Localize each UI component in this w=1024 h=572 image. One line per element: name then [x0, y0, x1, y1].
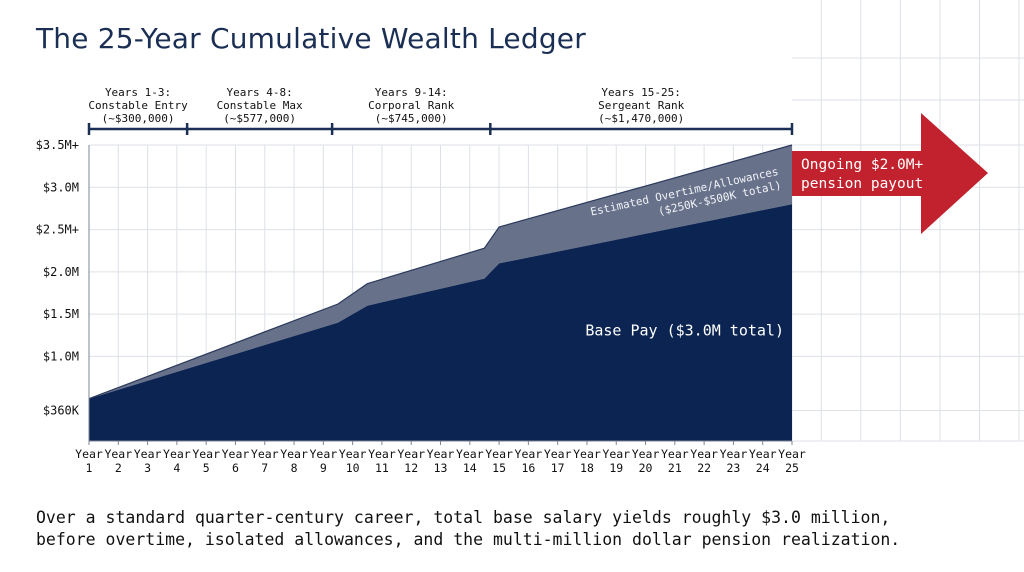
caption: Over a standard quarter-century career, … [36, 507, 996, 551]
y-tick-label: $1.5M [43, 307, 79, 321]
y-tick-label: $3.0M [43, 180, 79, 194]
phase-label-line: Constable Max [217, 99, 303, 112]
x-tick-label: Year [251, 447, 279, 461]
x-tick-label: Year [720, 447, 748, 461]
phase-label: Years 1-3:Constable Entry(~$300,000) [88, 86, 188, 125]
x-tick-label: 20 [639, 461, 653, 475]
phase-label-line: Sergeant Rank [598, 99, 684, 112]
x-tick-label: 15 [492, 461, 506, 475]
phase-label-line: Constable Entry [88, 99, 188, 112]
x-tick-label: Year [602, 447, 630, 461]
phase-label-line: (~$745,000) [375, 112, 448, 125]
phase-label: Years 9-14:Corporal Rank(~$745,000) [368, 86, 454, 125]
x-tick-label: 10 [346, 461, 360, 475]
x-tick-label: Year [75, 447, 103, 461]
caption-line-2: before overtime, isolated allowances, an… [36, 530, 901, 549]
pension-label-line-2: pension payout [801, 176, 923, 192]
phase-label-line: (~$300,000) [102, 112, 175, 125]
phase-label-line: (~$1,470,000) [598, 112, 684, 125]
x-tick-label: Year [134, 447, 162, 461]
x-tick-label: Year [339, 447, 367, 461]
x-tick-label: 24 [756, 461, 770, 475]
base-pay-area [89, 204, 792, 441]
x-tick-label: Year [573, 447, 601, 461]
pension-arrow-shape [792, 113, 988, 234]
x-tick-label: 17 [551, 461, 565, 475]
phase-label-line: Years 4-8: [227, 86, 293, 99]
x-tick-label: 6 [232, 461, 239, 475]
area-series [88, 144, 793, 441]
phase-label: Years 4-8:Constable Max(~$577,000) [217, 86, 303, 125]
x-tick-label: 11 [375, 461, 389, 475]
y-tick-label: $1.0M [43, 349, 79, 363]
page-title: The 25-Year Cumulative Wealth Ledger [36, 22, 586, 55]
x-tick-label: Year [309, 447, 337, 461]
x-tick-label: 3 [144, 461, 151, 475]
x-tick-label: 5 [203, 461, 210, 475]
x-tick-label: 9 [320, 461, 327, 475]
x-tick-label: 13 [434, 461, 448, 475]
phase-label-line: (~$577,000) [223, 112, 296, 125]
x-tick-label: Year [456, 447, 484, 461]
caption-line-1: Over a standard quarter-century career, … [36, 508, 891, 527]
x-tick-label: 8 [291, 461, 298, 475]
overtime-area [89, 145, 792, 399]
x-tick-label: 22 [697, 461, 711, 475]
x-tick-label: 14 [463, 461, 477, 475]
x-tick-label: Year [544, 447, 572, 461]
x-tick-label: Year [192, 447, 220, 461]
x-tick-label: 25 [785, 461, 799, 475]
axes: $360K $1.0M $1.5M $2.0M $2.5M+ $3.0M $3.5M+ Yea… [36, 138, 806, 475]
base-pay-label: Base Pay ($3.0M total) [585, 321, 784, 339]
x-tick-label: 2 [115, 461, 122, 475]
y-tick-label: $2.0M [43, 265, 79, 279]
x-tick-label: Year [690, 447, 718, 461]
phase-label-line: Corporal Rank [368, 99, 454, 112]
x-tick-label: Year [661, 447, 689, 461]
x-tick-label: 7 [261, 461, 268, 475]
x-tick-label: 16 [521, 461, 535, 475]
x-tick-label: Year [778, 447, 806, 461]
x-tick-label: 19 [609, 461, 623, 475]
x-tick-label: Year [485, 447, 513, 461]
x-tick-label: 4 [173, 461, 180, 475]
phase-label: Years 15-25:Sergeant Rank(~$1,470,000) [598, 86, 684, 125]
phase-label-line: Years 1-3: [105, 86, 171, 99]
x-tick-label: Year [163, 447, 191, 461]
x-tick-label: 1 [86, 461, 93, 475]
x-tick-label: Year [280, 447, 308, 461]
phase-label-line: Years 9-14: [375, 86, 448, 99]
x-tick-label: Year [515, 447, 543, 461]
phase-brackets: Years 1-3:Constable Entry(~$300,000)Year… [87, 86, 794, 135]
x-tick-label: Year [632, 447, 660, 461]
x-tick-label: Year [749, 447, 777, 461]
x-tick-label: 18 [580, 461, 594, 475]
phase-label-line: Years 15-25: [601, 86, 680, 99]
x-tick-label: 23 [726, 461, 740, 475]
pension-arrow: Ongoing $2.0M+ pension payout [792, 113, 988, 234]
x-tick-label: Year [427, 447, 455, 461]
y-tick-label: $360K [43, 404, 80, 418]
x-tick-label: Year [104, 447, 132, 461]
wealth-chart: $360K $1.0M $1.5M $2.0M $2.5M+ $3.0M $3.5M+ Yea… [36, 0, 1024, 475]
y-tick-label: $2.5M+ [36, 223, 79, 237]
x-tick-label: Year [397, 447, 425, 461]
overtime-top-line [88, 144, 793, 400]
x-tick-label: Year [368, 447, 396, 461]
x-tick-label: Year [222, 447, 250, 461]
pension-label-line-1: Ongoing $2.0M+ [801, 157, 923, 173]
x-tick-label: 21 [668, 461, 682, 475]
x-tick-label: 12 [404, 461, 418, 475]
y-tick-label: $3.5M+ [36, 138, 79, 152]
